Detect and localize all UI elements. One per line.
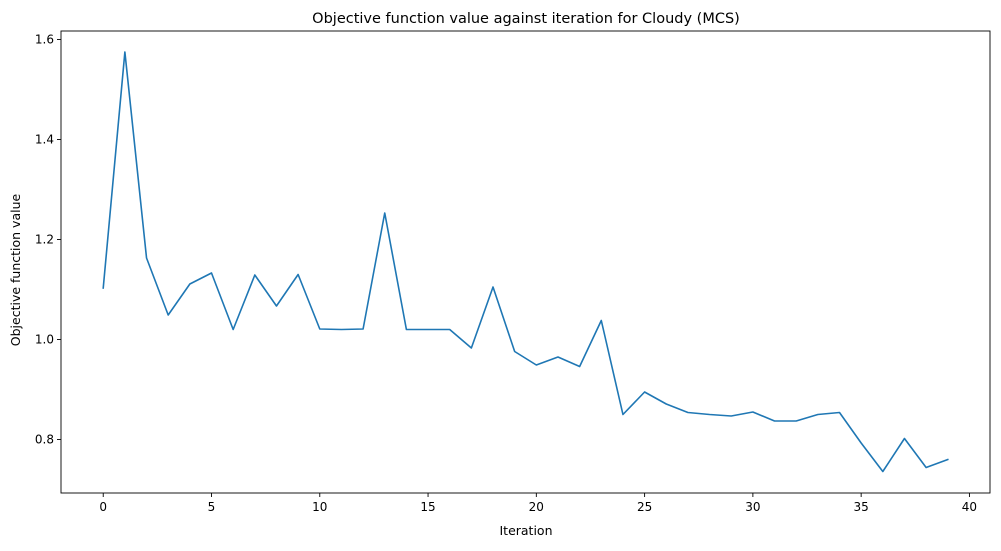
- y-tick-label: 0.8: [35, 433, 54, 447]
- x-tick-label: 25: [637, 500, 652, 514]
- x-tick-label: 5: [208, 500, 216, 514]
- x-tick-label: 0: [99, 500, 107, 514]
- y-tick-label: 1.4: [35, 133, 54, 147]
- x-tick-label: 15: [420, 500, 435, 514]
- x-tick-label: 10: [312, 500, 327, 514]
- x-tick-label: 20: [529, 500, 544, 514]
- x-tick-label: 35: [854, 500, 869, 514]
- chart-title: Objective function value against iterati…: [312, 11, 740, 27]
- y-tick-label: 1.2: [35, 233, 54, 247]
- y-tick-label: 1.0: [35, 333, 54, 347]
- x-tick-label: 30: [745, 500, 760, 514]
- y-tick-label: 1.6: [35, 33, 54, 47]
- y-axis-label: Objective function value: [8, 193, 23, 346]
- x-axis-label: Iteration: [499, 523, 552, 538]
- x-tick-label: 40: [962, 500, 977, 514]
